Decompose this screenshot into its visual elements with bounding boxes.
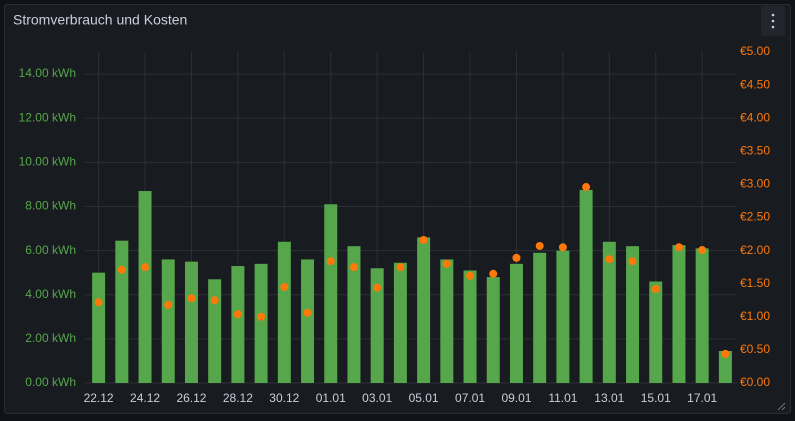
y2-tick-label: €0.50 [740, 342, 770, 356]
x-tick-label: 07.01 [455, 391, 485, 405]
x-tick-label: 24.12 [130, 391, 160, 405]
bar [672, 245, 686, 383]
y2-tick-label: €2.00 [740, 243, 770, 257]
cost-dot [326, 257, 335, 266]
bar [626, 246, 640, 383]
x-tick-label: 09.01 [501, 391, 531, 405]
y2-tick-label: €3.50 [740, 143, 770, 157]
y-tick-label: 12.00 kWh [19, 110, 76, 124]
x-tick-label: 28.12 [223, 391, 253, 405]
bar [579, 189, 593, 383]
y-tick-label: 8.00 kWh [25, 199, 76, 213]
cost-dot [233, 310, 242, 319]
y2-tick-label: €2.50 [740, 210, 770, 224]
cost-dot [257, 312, 266, 321]
bar [208, 279, 222, 383]
cost-dot [442, 259, 451, 268]
bar [509, 263, 523, 383]
cost-dot [721, 349, 730, 358]
bar [463, 270, 477, 383]
cost-dot [558, 243, 567, 252]
cost-dot [535, 241, 544, 250]
y2-tick-label: €0.00 [740, 375, 770, 389]
bar [695, 248, 709, 383]
bar [115, 240, 129, 383]
bar [556, 250, 570, 383]
resize-handle[interactable] [777, 402, 786, 411]
cost-dot [674, 243, 683, 252]
bar [602, 241, 616, 383]
panel-frame [4, 4, 791, 414]
x-tick-label: 26.12 [176, 391, 206, 405]
cost-dot [164, 300, 173, 309]
x-tick-label: 03.01 [362, 391, 392, 405]
bar [533, 252, 547, 383]
bar [184, 261, 198, 383]
bar [138, 191, 152, 383]
cost-dot [94, 298, 103, 307]
x-tick-label: 11.01 [548, 391, 577, 405]
y2-tick-label: €4.00 [740, 110, 770, 124]
y2-tick-label: €4.50 [740, 77, 770, 91]
bar [161, 259, 175, 383]
menu-dot[interactable] [771, 13, 775, 17]
bar [347, 246, 361, 383]
bar [92, 272, 106, 383]
x-tick-label: 01.01 [316, 391, 346, 405]
menu-button[interactable] [761, 6, 785, 36]
menu-dot[interactable] [771, 19, 775, 23]
cost-dot [489, 269, 498, 278]
bar [370, 268, 384, 383]
bar [324, 204, 338, 383]
bar [301, 259, 315, 383]
menu-dot[interactable] [771, 25, 775, 29]
cost-dot [210, 296, 219, 305]
cost-dot [280, 283, 289, 292]
cost-dot [373, 283, 382, 292]
cost-dot [349, 263, 358, 272]
cost-dot [605, 255, 614, 264]
cost-dot [303, 308, 312, 317]
x-tick-label: 22.12 [84, 391, 114, 405]
bar [718, 351, 732, 383]
y2-tick-label: €3.00 [740, 177, 770, 191]
bar [393, 262, 407, 383]
bar [486, 277, 500, 383]
bar [417, 237, 431, 383]
bar [277, 241, 291, 383]
cost-dot [466, 271, 475, 280]
cost-dot [698, 245, 707, 254]
cost-dot [512, 253, 521, 262]
cost-dot [396, 263, 405, 272]
y2-tick-label: €1.50 [740, 276, 770, 290]
cost-dot [651, 284, 660, 293]
y2-tick-label: €5.00 [740, 44, 770, 58]
y-tick-label: 6.00 kWh [25, 243, 76, 257]
cost-dot [419, 236, 428, 245]
y-tick-label: 14.00 kWh [19, 66, 76, 80]
cost-dot [628, 257, 637, 266]
bar [231, 266, 245, 383]
y-tick-label: 4.00 kWh [25, 287, 76, 301]
bar [254, 263, 268, 383]
y-tick-label: 0.00 kWh [25, 375, 76, 389]
x-tick-label: 30.12 [269, 391, 299, 405]
cost-dot [141, 263, 150, 272]
bar [440, 259, 454, 383]
cost-dot [187, 294, 196, 303]
y-tick-label: 10.00 kWh [19, 155, 76, 169]
x-tick-label: 05.01 [409, 391, 439, 405]
x-tick-label: 13.01 [594, 391, 624, 405]
cost-dot [117, 265, 126, 274]
panel-title: Stromverbrauch und Kosten [13, 12, 187, 28]
x-tick-label: 15.01 [641, 391, 671, 405]
bar [649, 281, 663, 383]
y2-tick-label: €1.00 [740, 309, 770, 323]
y-tick-label: 2.00 kWh [25, 331, 76, 345]
cost-dot [582, 183, 591, 192]
x-tick-label: 17.01 [687, 391, 717, 405]
